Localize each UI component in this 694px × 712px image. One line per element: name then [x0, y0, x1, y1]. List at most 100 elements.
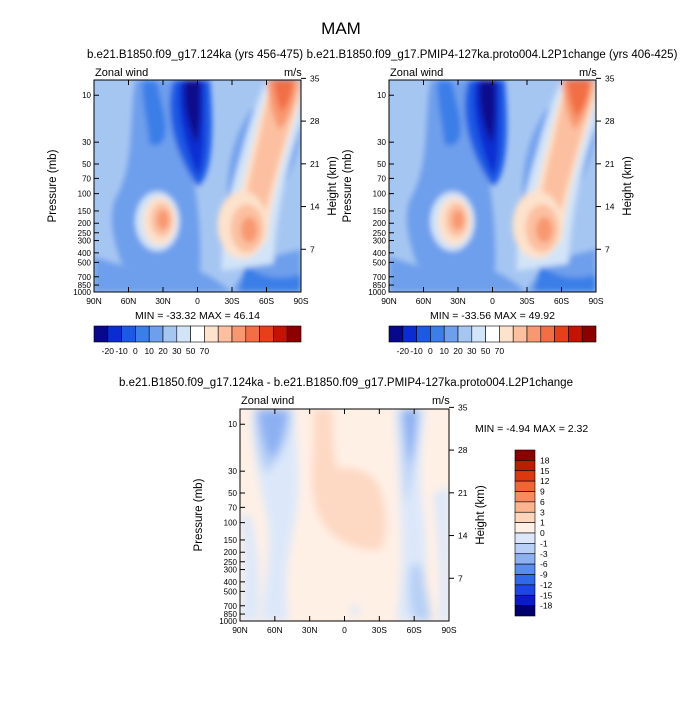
- panel-3-ytick-label: 50: [228, 489, 237, 498]
- panel-1-ylabel: Pressure (mb): [47, 149, 59, 222]
- panel-3-colorbar-swatch: [514, 460, 536, 472]
- panel-1-xtick-label: 60N: [121, 296, 137, 306]
- panel-1-ytick-label: 30: [82, 138, 91, 147]
- panel-1-colorbar-swatch: [204, 325, 219, 343]
- panel-1-left-label: Zonal wind: [95, 67, 148, 79]
- panel-1-colorbar-label: -20: [102, 346, 115, 356]
- panel-2-ytick-label: 30: [377, 138, 386, 147]
- panel-3-colorbar-swatch: [514, 543, 536, 555]
- panel-1-ytick-label: 70: [82, 174, 91, 183]
- panel-1-htick-label: 28: [310, 116, 320, 126]
- panel-3-left-label: Zonal wind: [241, 395, 294, 407]
- panel-3-colorbar-swatch: [514, 501, 536, 513]
- panel-3-ytick-label: 300: [224, 566, 238, 575]
- panel-2-ytick-label: 50: [377, 160, 386, 169]
- panel-3-htick-label: 28: [458, 445, 468, 455]
- panel-2-colorbar-label: 20: [453, 346, 463, 356]
- panel-3-ytick-label: 30: [228, 467, 237, 476]
- panel-2-tropical-jet-sh-3: [535, 217, 553, 243]
- panel-2-ytick-label: 1000: [368, 288, 386, 297]
- panel-2-colorbar-label: 30: [467, 346, 477, 356]
- panel-1-htick-label: 7: [310, 244, 315, 254]
- panel-3-ytick-label: 400: [224, 578, 238, 587]
- panel-3-xtick-label: 30S: [372, 625, 387, 635]
- panel-3-title: b.e21.B1850.f09_g17.124ka - b.e21.B1850.…: [119, 377, 573, 389]
- panel-3-ytick-label: 500: [224, 587, 238, 596]
- panel-2-tropical-jet-nh-4: [451, 210, 465, 230]
- panel-1-colorbar-swatch: [148, 325, 164, 343]
- panel-1-ytick-label: 850: [78, 281, 92, 290]
- panel-1-colorbar-label: -10: [115, 346, 128, 356]
- figure-title: MAM: [321, 19, 361, 38]
- panel-3-ylabel: Pressure (mb): [193, 478, 205, 551]
- panel-1-surface-negative-core: [238, 263, 301, 292]
- panel-1-xtick-label: 60S: [259, 296, 274, 306]
- panel-1-colorbar-label: 10: [144, 346, 154, 356]
- panel-3-ytick-label: 700: [224, 602, 238, 611]
- panel-2-ytick-label: 400: [373, 249, 387, 258]
- panel-1: b.e21.B1850.f09_g17.124ka (yrs 456-475) …: [87, 49, 303, 293]
- panel-2-ytick-label: 200: [373, 219, 387, 228]
- panel-1-ytick-label: 100: [78, 190, 92, 199]
- panel-3-colorbar-swatch: [514, 605, 536, 617]
- panel-1-colorbar-label: 20: [158, 346, 168, 356]
- panel-3-colorbar-label: -9: [540, 570, 548, 580]
- panel-2-colorbar-swatch: [457, 325, 473, 343]
- panel-1-ylabel-right: Height (km): [327, 156, 339, 216]
- panel-3-ytick-label: 200: [224, 548, 238, 557]
- panel-1-polar-night-jet-sh-core: [273, 80, 295, 112]
- panel-3-colorbar-label: -18: [540, 601, 553, 611]
- panel-3-colorbar-swatch: [514, 480, 536, 492]
- panel-3-ytick-label: 100: [224, 519, 238, 528]
- panel-2-left-label: Zonal wind: [390, 67, 443, 79]
- panel-3-htick-label: 7: [458, 573, 463, 583]
- panel-2-xtick-label: 0: [490, 296, 495, 306]
- panel-2-colorbar-swatch: [540, 325, 555, 343]
- panel-2: b.e21.B1850.f09_g17.PMIP4-127ka.proto004…: [307, 49, 678, 293]
- panel-1-colorbar-swatch: [176, 325, 191, 343]
- panel-1-colorbar-label: 0: [133, 346, 138, 356]
- panel-2-surface-negative-core: [533, 263, 596, 292]
- panel-3-colorbar-swatch: [514, 511, 536, 523]
- panel-1-jet-nh-core: [142, 80, 166, 146]
- panel-1-polar-vortex-core: [184, 80, 201, 144]
- panel-2-colorbar-label: 70: [495, 346, 505, 356]
- panel-3-neg-nh-core: [258, 409, 288, 459]
- panel-2-colorbar-swatch: [402, 325, 417, 343]
- panel-1-colorbar-swatch: [135, 325, 150, 343]
- panel-1-colorbar-swatch: [162, 325, 178, 343]
- panel-1-xtick-label: 0: [195, 296, 200, 306]
- panel-3-htick-label: 35: [458, 402, 468, 412]
- panel-1-stats: MIN = -33.32 MAX = 46.14: [135, 310, 260, 322]
- panel-2-htick-label: 14: [605, 202, 615, 212]
- panel-1-field: [94, 80, 301, 292]
- panel-2-field: [389, 80, 596, 292]
- panel-1-ytick-label: 700: [78, 273, 92, 282]
- panel-2-htick-label: 21: [605, 159, 615, 169]
- panel-3-ytick-label: 10: [228, 420, 237, 429]
- panel-2-jet-nh-core: [437, 80, 461, 146]
- panel-2-ytick-label: 70: [377, 174, 386, 183]
- panel-3-colorbar-swatch: [514, 553, 536, 565]
- panel-2-colorbar-swatch: [485, 325, 500, 343]
- panel-3-colorbar-swatch: [514, 574, 536, 586]
- panel-3-colorbar-swatch: [514, 522, 536, 534]
- panel-1-ytick-label: 250: [78, 229, 92, 238]
- panel-2-ytick-label: 10: [377, 91, 386, 100]
- panel-3-neg-sh-surface: [408, 564, 432, 621]
- panel-2-title: b.e21.B1850.f09_g17.PMIP4-127ka.proto004…: [307, 49, 678, 61]
- panel-3-colorbar-label: -3: [540, 549, 548, 559]
- panel-3-colorbar-label: -15: [540, 590, 553, 600]
- panel-3-ytick-label: 1000: [219, 617, 237, 626]
- panel-1-ytick-label: 1000: [73, 288, 91, 297]
- panel-3-colorbar-swatch: [514, 532, 536, 544]
- panel-3-xtick-label: 60S: [407, 625, 422, 635]
- panel-2-colorbar-swatch: [512, 325, 528, 343]
- panel-3-colorbar-label: 9: [540, 487, 545, 497]
- panel-1-htick-label: 14: [310, 202, 320, 212]
- panel-2-ytick-label: 150: [373, 207, 387, 216]
- panel-1-right-label: m/s: [284, 67, 302, 79]
- panel-1-tropical-jet-sh-3: [240, 217, 258, 243]
- panel-3-colorbar-label: -12: [540, 580, 553, 590]
- panel-2-htick-label: 28: [605, 116, 615, 126]
